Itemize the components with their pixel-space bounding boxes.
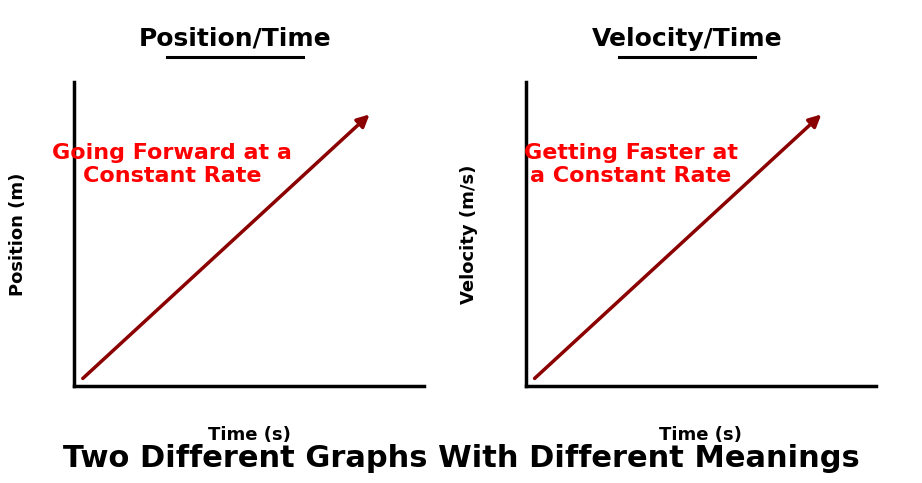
Text: Position (m): Position (m)	[8, 172, 27, 296]
Text: Getting Faster at
a Constant Rate: Getting Faster at a Constant Rate	[524, 142, 738, 186]
Text: Velocity/Time: Velocity/Time	[592, 27, 782, 51]
Text: Time (s): Time (s)	[659, 426, 742, 444]
Text: Velocity (m/s): Velocity (m/s)	[460, 165, 479, 304]
Text: Position/Time: Position/Time	[139, 27, 331, 51]
Text: Time (s): Time (s)	[207, 426, 290, 444]
Text: Two Different Graphs With Different Meanings: Two Different Graphs With Different Mean…	[63, 444, 859, 473]
Text: Going Forward at a
Constant Rate: Going Forward at a Constant Rate	[52, 142, 291, 186]
